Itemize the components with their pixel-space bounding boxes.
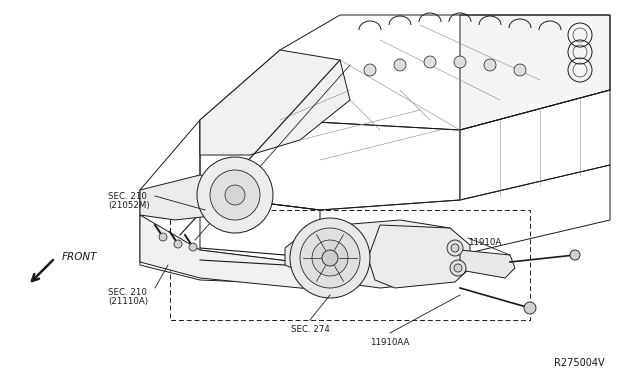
Circle shape (312, 240, 348, 276)
Circle shape (451, 244, 459, 252)
Text: (21110A): (21110A) (108, 297, 148, 306)
Circle shape (424, 56, 436, 68)
Polygon shape (285, 220, 465, 288)
Circle shape (514, 64, 526, 76)
Circle shape (570, 250, 580, 260)
Polygon shape (200, 50, 350, 155)
Circle shape (300, 228, 360, 288)
Circle shape (189, 243, 197, 251)
Polygon shape (368, 225, 470, 288)
Circle shape (450, 260, 466, 276)
Text: SEC. 210: SEC. 210 (108, 192, 147, 201)
Circle shape (322, 250, 338, 266)
Polygon shape (460, 250, 515, 278)
Text: FRONT: FRONT (62, 252, 97, 262)
Circle shape (364, 64, 376, 76)
Text: SEC. 210: SEC. 210 (108, 288, 147, 297)
Polygon shape (140, 175, 235, 220)
Polygon shape (140, 215, 320, 290)
Circle shape (197, 157, 273, 233)
Circle shape (454, 56, 466, 68)
Circle shape (174, 240, 182, 248)
Circle shape (394, 59, 406, 71)
Text: R275004V: R275004V (554, 358, 605, 368)
Text: (21052M): (21052M) (108, 201, 150, 210)
Circle shape (524, 302, 536, 314)
Circle shape (447, 240, 463, 256)
Polygon shape (460, 15, 610, 130)
Circle shape (454, 264, 462, 272)
Circle shape (290, 218, 370, 298)
Text: 11910AA: 11910AA (371, 338, 410, 347)
Circle shape (159, 233, 167, 241)
Circle shape (210, 170, 260, 220)
Circle shape (225, 185, 245, 205)
Text: 11910A: 11910A (468, 238, 501, 247)
Circle shape (484, 59, 496, 71)
Text: SEC. 274: SEC. 274 (291, 325, 330, 334)
